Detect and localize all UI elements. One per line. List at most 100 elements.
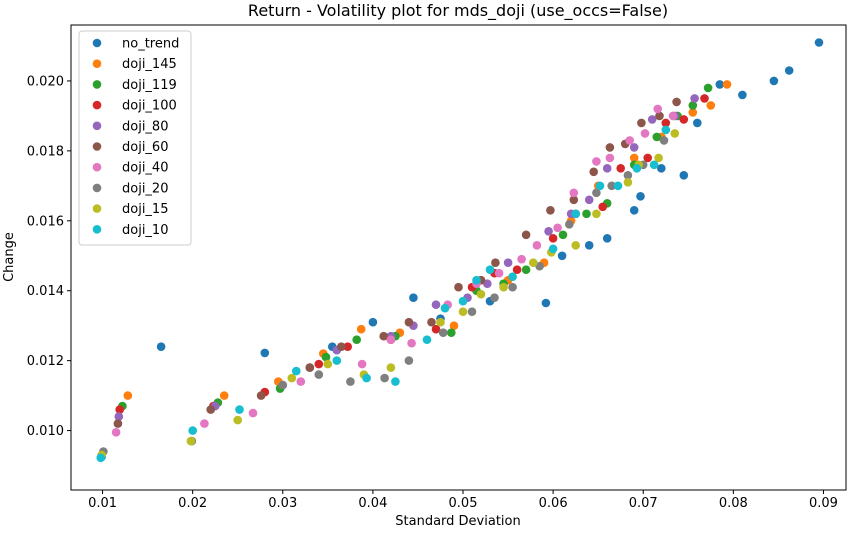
point-doji_60-2	[256, 391, 266, 400]
point-doji_15-15	[623, 178, 633, 187]
point-doji_60-3	[305, 363, 315, 372]
point-doji_10-2	[235, 405, 244, 414]
y-tick-label-0: 0.010	[27, 424, 64, 439]
point-doji_145-14	[688, 108, 698, 117]
point-doji_10-8	[440, 303, 450, 313]
point-doji_10-7	[422, 335, 432, 345]
point-doji_80-17	[690, 94, 699, 103]
point-doji_119-11	[582, 209, 591, 219]
point-doji_60-15	[605, 143, 615, 152]
point-doji_100-6	[431, 324, 441, 334]
legend-marker-doji_10	[92, 225, 102, 234]
point-doji_100-14	[643, 153, 652, 163]
point-doji_15-10	[499, 282, 508, 292]
legend-label-doji_20: doji_20	[122, 181, 168, 196]
x-tick-label-6: 0.07	[629, 496, 658, 511]
legend-label-doji_10: doji_10	[122, 223, 168, 238]
point-doji_145-6	[449, 321, 459, 331]
point-doji_20-3	[314, 370, 324, 379]
legend-label-doji_60: doji_60	[122, 140, 168, 155]
x-tick-label-2: 0.03	[268, 496, 297, 511]
point-doji_40-17	[640, 129, 650, 138]
point-doji_40-4	[357, 359, 367, 369]
point-doji_145-12	[629, 153, 639, 163]
point-doji_15-3	[287, 373, 297, 383]
legend: no_trend doji_145 doji_119 doji_100 doji_80d…	[78, 30, 192, 246]
legend-label-doji_40: doji_40	[122, 161, 168, 176]
point-doji_60-19	[672, 97, 681, 107]
point-doji_60-14	[589, 167, 598, 177]
point-doji_20-12	[565, 220, 574, 229]
point-doji_20-5	[380, 373, 389, 383]
legend-marker-doji_145	[92, 59, 102, 68]
point-doji_100-12	[598, 202, 607, 212]
point-doji_20-11	[535, 261, 544, 271]
point-doji_100-13	[616, 164, 625, 173]
point-doji_10-15	[595, 181, 605, 191]
y-tick-label-5: 0.020	[27, 74, 64, 89]
point-doji_15-18	[670, 129, 680, 138]
x-tick-label-4: 0.05	[449, 496, 478, 511]
x-tick-label-8: 0.09	[809, 496, 838, 511]
point-doji_10-3	[292, 366, 301, 376]
point-doji_80-6	[431, 300, 441, 310]
point-doji_40-1	[200, 419, 209, 428]
point-doji_15-17	[654, 153, 663, 163]
point-doji_40-15	[605, 153, 615, 163]
point-doji_15-2	[233, 415, 242, 425]
point-doji_60-18	[655, 111, 664, 121]
point-no_trend-19	[769, 76, 779, 86]
legend-label-doji_15: doji_15	[122, 202, 168, 217]
point-doji_15-7	[436, 317, 445, 327]
point-doji_10-5	[362, 373, 371, 383]
point-doji_80-13	[602, 164, 612, 173]
x-tick-label-7: 0.08	[719, 496, 748, 511]
point-doji_10-11	[485, 265, 495, 275]
point-doji_40-16	[625, 136, 634, 145]
legend-marker-doji_100	[92, 100, 102, 110]
point-doji_100-17	[700, 94, 709, 103]
point-doji_10-17	[632, 164, 642, 173]
point-doji_10-19	[661, 125, 671, 135]
point-doji_20-13	[592, 188, 601, 198]
point-no_trend-21	[814, 38, 824, 47]
axes: 0.01 0.02 0.03 0.04 0.05 0.06 0.07 0.08 0.09 0.01…	[27, 24, 847, 511]
point-doji_60-6	[404, 317, 414, 327]
point-doji_100-15	[661, 118, 671, 128]
x-axis-label: Standard Deviation	[395, 514, 520, 529]
point-doji_60-12	[546, 206, 555, 215]
x-tick-label-5: 0.06	[539, 496, 568, 511]
legend-marker-doji_15	[92, 204, 102, 213]
point-doji_80-10	[544, 227, 553, 236]
point-doji_15-4	[323, 359, 333, 369]
point-no_trend-16	[693, 118, 702, 128]
point-doji_60-1	[206, 405, 215, 414]
point-doji_119-14	[652, 132, 662, 142]
point-doji_20-8	[467, 307, 477, 317]
point-doji_40-13	[569, 188, 579, 198]
point-no_trend-1	[156, 342, 166, 352]
data-points	[96, 38, 824, 463]
point-doji_80-12	[584, 195, 594, 205]
legend-box	[78, 30, 192, 246]
point-no_trend-12	[629, 206, 639, 215]
point-doji_10-4	[332, 356, 342, 365]
x-tick-label-0: 0.01	[88, 496, 117, 511]
point-doji_80-8	[483, 279, 492, 289]
point-doji_145-15	[706, 101, 716, 110]
point-doji_10-9	[458, 296, 468, 306]
point-no_trend-18	[738, 90, 747, 100]
plot-frame	[70, 24, 847, 491]
point-doji_60-4	[337, 342, 346, 352]
y-tick-label-4: 0.018	[27, 144, 64, 159]
point-doji_100-0	[115, 405, 124, 414]
point-doji_20-4	[346, 377, 355, 386]
point-doji_100-10	[548, 234, 558, 243]
x-tick-label-3: 0.04	[358, 496, 387, 511]
point-doji_10-14	[571, 209, 580, 219]
point-doji_100-9	[512, 265, 522, 275]
point-doji_145-4	[356, 324, 366, 334]
point-doji_10-12	[508, 272, 517, 282]
point-doji_20-10	[508, 282, 517, 292]
